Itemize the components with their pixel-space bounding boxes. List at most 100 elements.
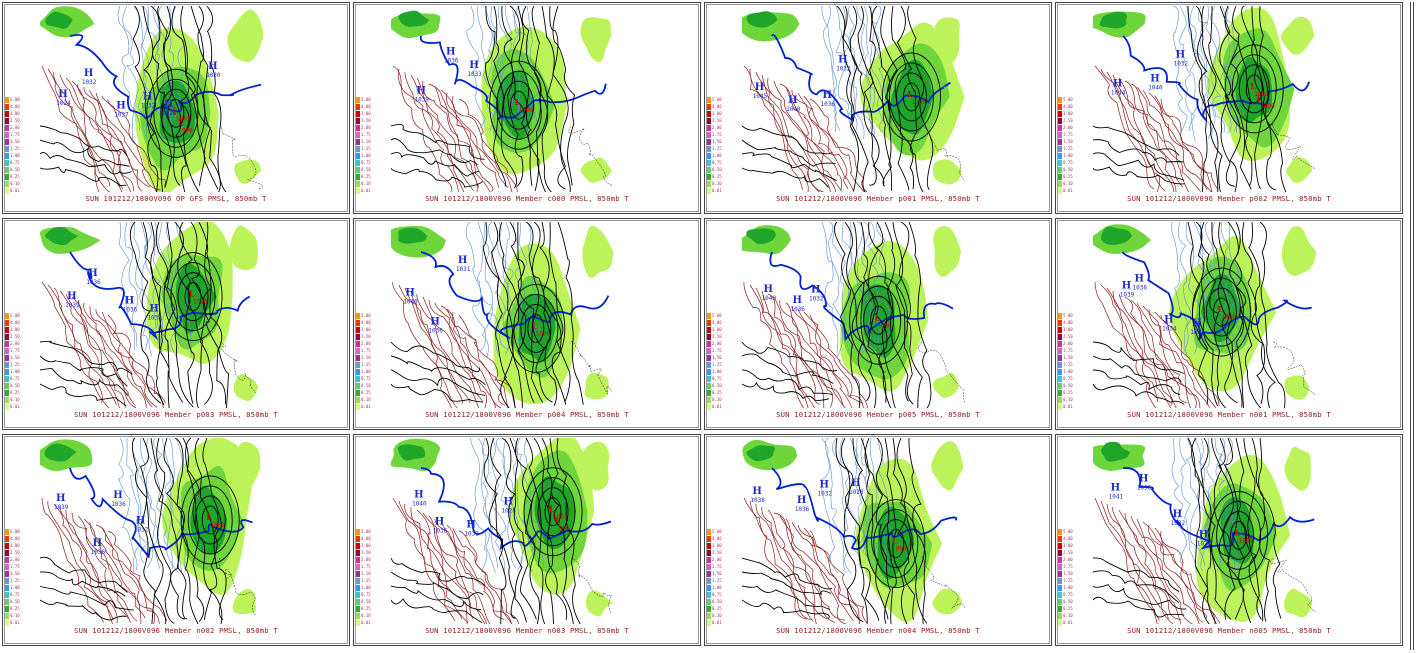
high-pressure-value: 1032: [464, 531, 479, 538]
low-pressure-symbol: L: [532, 320, 538, 330]
precip-scale-label: 2.50: [712, 550, 722, 555]
precip-color-scale: 5.00 4.00 3.00 2.50 2.00 1.75 1.50 1.25 1.00 0.75…: [356, 97, 386, 197]
ensemble-panel-7[interactable]: H 1040 H 1036 H 1032 L 999 5.00 4.00 3.00 2.50 2.00…: [704, 218, 1052, 430]
precip-scale-swatch: [1058, 585, 1062, 591]
high-pressure-value: 1028: [1197, 541, 1212, 548]
precip-scale-label: 1.50: [361, 355, 371, 360]
precip-scale-label: 4.00: [712, 536, 722, 541]
precip-scale-swatch: [1058, 383, 1062, 389]
high-pressure-value: 1032: [82, 79, 97, 86]
high-pressure-value: 1036: [1133, 285, 1148, 292]
precip-scale-swatch: [1058, 111, 1062, 117]
high-pressure-symbol: H: [1173, 509, 1182, 520]
precip-scale-label: 1.75: [1063, 132, 1073, 137]
precip-scale-label: 1.00: [712, 369, 722, 374]
ensemble-panel-11[interactable]: H 1038 H 1036 H 1032 H 1028 L 999 5.00 4.00 3.00 2.5…: [704, 434, 1052, 646]
precip-scale-label: 1.00: [361, 153, 371, 158]
isobars: [1093, 222, 1286, 408]
precip-scale-swatch: [5, 118, 9, 124]
precip-scale-swatch: [1058, 132, 1062, 138]
high-pressure-symbol: H: [416, 85, 425, 96]
ensemble-panel-6[interactable]: H 1040 H 1036 H 1031 L 1000 5.00 4.00 3.00 2.50 2.0…: [353, 218, 701, 430]
high-pressure-symbol: H: [116, 101, 125, 112]
precip-scale-label: 5.00: [712, 313, 722, 318]
precip-scale-label: 2.50: [361, 334, 371, 339]
precip-scale-label: 3.00: [712, 543, 722, 548]
low-pressure-value: 999: [879, 322, 890, 329]
precip-scale-swatch: [356, 111, 360, 117]
precip-scale-label: 0.25: [361, 606, 371, 611]
low-pressure-value: 1000: [1260, 103, 1275, 110]
precip-scale-swatch: [5, 585, 9, 591]
precip-scale-label: 0.75: [712, 376, 722, 381]
coastline: [219, 557, 257, 616]
isobars: [391, 438, 583, 624]
precip-scale-swatch: [356, 383, 360, 389]
precip-scale-label: 1.75: [361, 564, 371, 569]
ensemble-panel-10[interactable]: H 1040 H 1036 H 1032 H 1028 L 1001 L 999 5.00 4.00 3.…: [353, 434, 701, 646]
weather-map: H 1041 H 1036 H 1032 H 1028 L 1000: [1093, 438, 1316, 624]
ensemble-panel-8[interactable]: H 1039 H 1036 H 1034 H 1032 L 1000 5.00 4.00 3.00 2.…: [1055, 218, 1403, 430]
ensemble-panel-2[interactable]: H 1039 H 1036 H 1033 L 1000 5.00 4.00 3.00 2.50 2.0…: [353, 2, 701, 214]
precip-scale-swatch: [1058, 181, 1062, 187]
precip-color-scale: 5.00 4.00 3.00 2.50 2.00 1.75 1.50 1.25 1.00 0.75…: [707, 97, 737, 197]
precip-scale-swatch: [5, 543, 9, 549]
ensemble-panel-3[interactable]: H 1045 H 1040 H 1036 H 1032 L 1000 5.00 4.00 3.00 2.…: [704, 2, 1052, 214]
precip-scale-label: 3.00: [361, 543, 371, 548]
high-pressure-symbol: H: [797, 495, 806, 506]
high-pressure-symbol: H: [752, 486, 761, 497]
high-pressure-symbol: H: [503, 497, 512, 508]
precip-scale-swatch: [707, 355, 711, 361]
low-pressure-symbol: L: [1250, 81, 1256, 91]
precip-scale-swatch: [1058, 592, 1062, 598]
ensemble-panel-12[interactable]: H 1041 H 1036 H 1032 H 1028 L 1000 5.00 4.00 3.00 2.…: [1055, 434, 1403, 646]
precip-scale-swatch: [5, 550, 9, 556]
precip-scale-label: 0.50: [1063, 599, 1073, 604]
precip-scale-swatch: [356, 536, 360, 542]
precip-scale-swatch: [5, 383, 9, 389]
precip-scale-label: 1.00: [361, 369, 371, 374]
ensemble-panel-1[interactable]: H 1024 H 1032 H 1037 H 1032 H 1028 H 1030 L 1001 L 999 …: [2, 2, 350, 214]
ensemble-panel-9[interactable]: H 1039 H 1036 H 1036 H 1032 L 1000 5.00 4.00 3.00 2.…: [2, 434, 350, 646]
precip-scale-swatch: [356, 592, 360, 598]
high-pressure-value: 1032: [1190, 329, 1205, 336]
precip-scale-swatch: [707, 578, 711, 584]
precip-scale-swatch: [1058, 404, 1062, 410]
panel-caption: SUN 101212/1800V096 Member n005 PMSL, 85…: [1127, 626, 1331, 635]
precip-scale-swatch: [707, 132, 711, 138]
precip-scale-swatch: [356, 613, 360, 619]
precip-scale-label: 0.25: [10, 390, 20, 395]
high-pressure-value: 1045: [753, 93, 768, 100]
precip-scale-swatch: [707, 188, 711, 194]
precip-scale-label: 1.00: [712, 585, 722, 590]
panel-caption: SUN 101212/1800V096 Member p001 PMSL, 85…: [776, 194, 980, 203]
precip-scale-label: 0.25: [1063, 390, 1073, 395]
zero-isotherm: [420, 251, 610, 340]
high-pressure-symbol: H: [446, 47, 455, 58]
ensemble-panel-5[interactable]: H 1039 H 1036 H 1036 H 1032 L 1000 5.00 4.00 3.00 2.…: [2, 218, 350, 430]
precip-scale-label: 2.00: [1063, 125, 1073, 130]
precip-scale-label: 0.50: [361, 167, 371, 172]
low-pressure-value: 1000: [193, 299, 208, 306]
low-pressure-symbol: L: [892, 536, 898, 546]
precip-scale-swatch: [707, 174, 711, 180]
precip-scale-label: 0.25: [1063, 606, 1073, 611]
precip-scale-label: 5.00: [10, 529, 20, 534]
zero-isotherm: [769, 251, 954, 342]
precip-scale-swatch: [707, 369, 711, 375]
precip-scale-swatch: [1058, 390, 1062, 396]
warm-isotherms: [743, 281, 869, 408]
ensemble-panel-4[interactable]: H 1044 H 1040 H 1032 L 1002 L 1000 5.00 4.00 3.00 2.…: [1055, 2, 1403, 214]
warm-isotherms: [1094, 497, 1221, 624]
precip-scale-label: 4.00: [712, 104, 722, 109]
cold-isotherms: [118, 438, 189, 574]
precip-scale-label: 0.75: [361, 160, 371, 165]
precip-scale-label: 2.50: [1063, 550, 1073, 555]
low-pressure-value: 1002: [1254, 91, 1269, 98]
high-pressure-symbol: H: [755, 82, 764, 93]
precip-scale-label: 1.50: [361, 139, 371, 144]
high-pressure-value: 1039: [414, 96, 429, 103]
precip-scale-label: 0.01: [1063, 188, 1073, 193]
warm-isotherms: [41, 497, 168, 624]
